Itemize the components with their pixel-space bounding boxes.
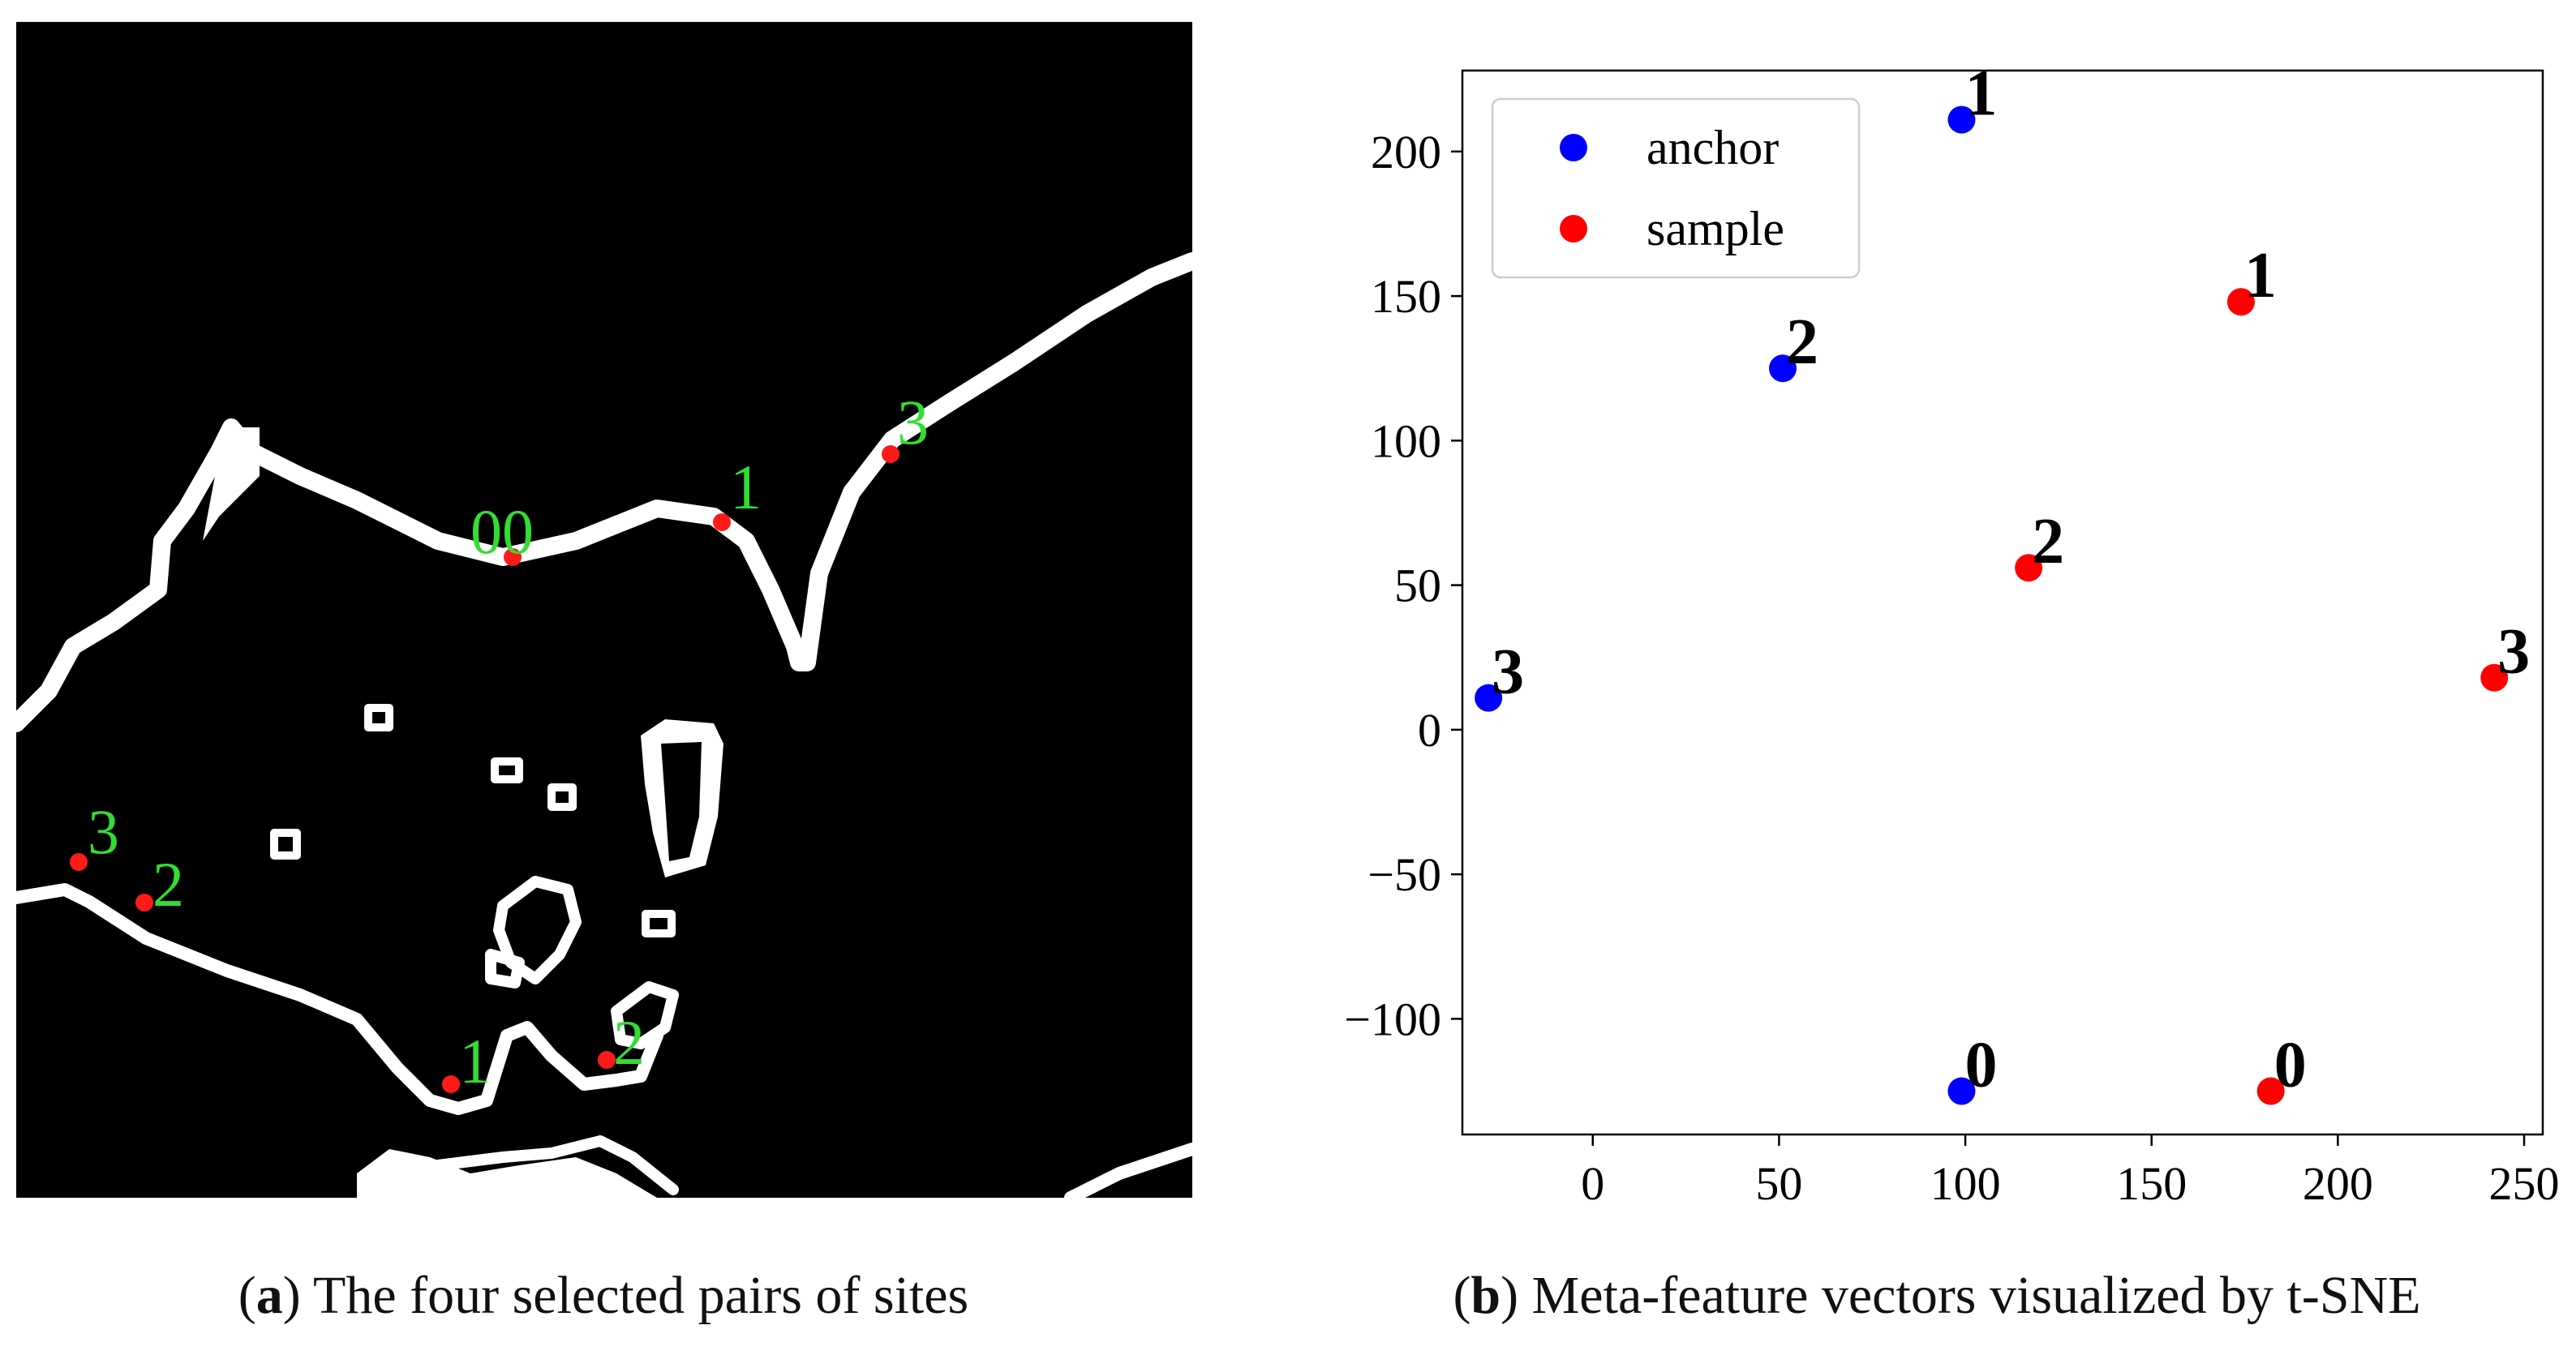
site-marker: [135, 894, 153, 911]
y-tick-label: 200: [1371, 126, 1441, 178]
site-marker: [598, 1051, 616, 1069]
site-label: 00: [470, 496, 534, 567]
y-tick-label: −100: [1344, 993, 1441, 1045]
x-tick-label: 250: [2489, 1157, 2560, 1210]
site-label: 3: [897, 387, 929, 457]
sample-point: [2480, 663, 2509, 692]
legend-label: anchor: [1646, 121, 1779, 174]
point-label: 2: [1786, 307, 1818, 378]
point-label: 3: [2497, 616, 2530, 688]
anchor-point: [1769, 354, 1797, 383]
sample-point: [2256, 1077, 2285, 1105]
point-label: 0: [1964, 1030, 1997, 1101]
x-tick-label: 100: [1930, 1157, 2001, 1210]
site-label: 3: [88, 796, 119, 867]
site-label: 1: [459, 1026, 491, 1096]
plot-frame: [1461, 69, 2544, 1136]
y-tick-label: 150: [1371, 270, 1441, 323]
anchor-point: [1947, 1077, 1976, 1105]
anchor-point: [1947, 105, 1976, 134]
legend-marker: [1560, 134, 1587, 161]
coastline-map: 00 1 3 3 2 1 2: [16, 22, 1192, 1198]
map-background: [16, 22, 1192, 1198]
site-marker: [713, 513, 731, 531]
site-label: 2: [613, 1007, 645, 1078]
y-tick-label: 0: [1418, 704, 1441, 757]
x-tick-label: 0: [1581, 1157, 1604, 1210]
y-tick-label: 100: [1371, 414, 1441, 467]
site-marker: [70, 853, 88, 871]
y-axis-ticks: −100 −50 0 50 100 150 200: [1344, 126, 1462, 1045]
caption-letter: a: [255, 1266, 283, 1325]
caption-panel-b: (b) Meta-feature vectors visualized by t…: [1453, 1266, 2421, 1325]
point-label: 2: [2032, 506, 2064, 577]
caption-text: The four selected pairs of sites: [313, 1266, 969, 1325]
coastline-bottom-detail: [357, 1149, 657, 1198]
anchor-point: [1475, 684, 1503, 712]
island: [364, 704, 393, 731]
sample-point: [2015, 554, 2043, 582]
island: [485, 949, 525, 989]
caption-letter: b: [1470, 1266, 1501, 1325]
x-tick-label: 200: [2303, 1157, 2373, 1210]
sample-point: [2226, 288, 2255, 316]
y-tick-label: −50: [1367, 848, 1441, 901]
site-markers: [70, 445, 899, 1093]
caption-text: Meta-feature vectors visualized by t-SNE: [1531, 1266, 2421, 1325]
island: [642, 910, 676, 937]
site-label: 2: [152, 849, 184, 920]
coastline-upper: [16, 252, 1192, 732]
x-tick-label: 50: [1755, 1157, 1802, 1210]
x-tick-label: 150: [2116, 1157, 2187, 1210]
coastline-lower: [16, 883, 663, 1115]
site-marker: [504, 548, 522, 566]
point-label: 0: [2274, 1030, 2307, 1101]
y-tick-label: 50: [1394, 560, 1441, 612]
legend-marker: [1560, 215, 1587, 242]
site-label: 1: [730, 452, 762, 522]
legend: anchor sample: [1491, 97, 1861, 279]
site-marker: [882, 445, 899, 463]
x-axis-ticks: 0 50 100 150 200 250: [1581, 1134, 2560, 1210]
island-large-hole: [661, 742, 702, 861]
caption-panel-a: (a) The four selected pairs of sites: [238, 1266, 969, 1325]
coastline-upper-inner: [741, 535, 805, 668]
coastline-bottom-right: [1064, 1143, 1192, 1198]
point-label: 1: [1964, 58, 1997, 130]
island: [270, 829, 301, 860]
scatter-points: 1 2 3 0 1 2 3 0: [1475, 58, 2530, 1105]
point-label: 3: [1492, 637, 1524, 708]
island: [491, 757, 523, 783]
island: [547, 783, 577, 811]
coastline-top-left-detail: [203, 427, 260, 541]
legend-label: sample: [1646, 202, 1784, 255]
point-label: 1: [2244, 240, 2277, 311]
island: [611, 981, 679, 1049]
island: [493, 876, 582, 984]
site-marker: [442, 1075, 460, 1093]
